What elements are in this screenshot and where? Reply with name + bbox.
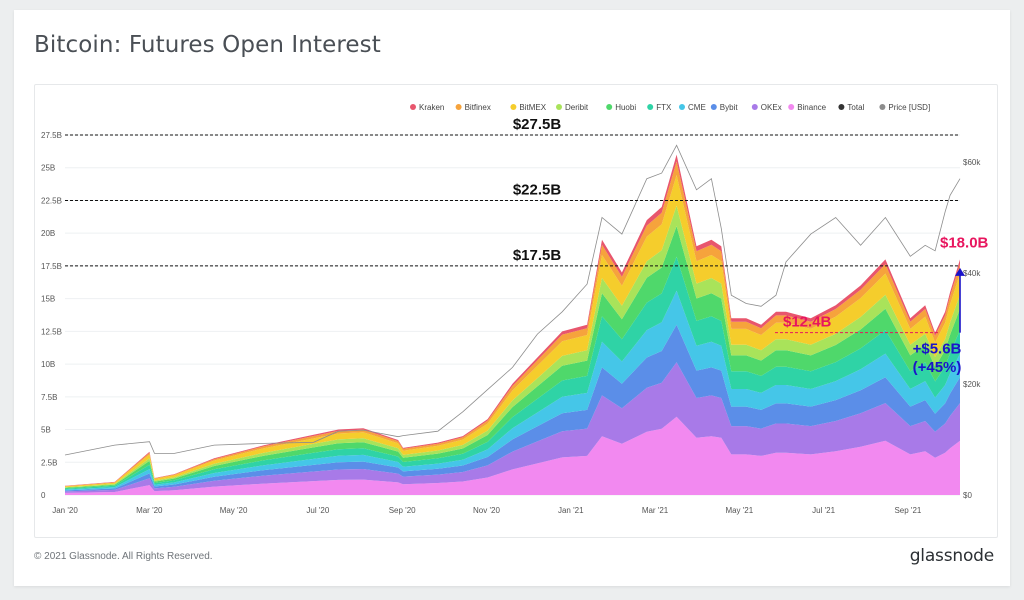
- annotations: $27.5B $22.5B $17.5B $12.4B $18.0B +$5.6B(+45…: [65, 116, 989, 376]
- level-17-5b-label: $17.5B: [513, 247, 562, 264]
- x-tick-label: Sep '21: [894, 506, 921, 515]
- x-tick-label: May '20: [220, 506, 248, 515]
- y-tick-label: 22.5B: [41, 196, 62, 205]
- level-27-5b-label: $27.5B: [513, 116, 562, 133]
- x-tick-label: Sep '20: [389, 506, 416, 515]
- x-tick-label: Jan '20: [52, 506, 78, 515]
- area-bybit: [65, 324, 960, 492]
- y-tick-label: 27.5B: [41, 131, 62, 140]
- axes: 0 2.5B 5B 7.5B 10B 12.5B 15B 17.5B 20B 22.5B 25B 27…: [41, 131, 981, 515]
- area-huobi: [65, 226, 960, 489]
- area-binance: [65, 416, 960, 495]
- legend-marker: [710, 104, 717, 110]
- legend-label: CME: [688, 103, 706, 112]
- y-tick-label: 10B: [41, 360, 55, 369]
- price-tick-label: $40k: [963, 269, 981, 278]
- change-arrow-head: [955, 267, 965, 276]
- chart-card: Bitcoin: Futures Open Interest 0 2.5B 5B 7.…: [14, 10, 1010, 586]
- legend-marker: [556, 104, 562, 110]
- y-tick-label: 7.5B: [41, 393, 57, 402]
- area-ftx: [65, 256, 960, 490]
- legend-marker: [455, 104, 462, 110]
- y-tick-label: 25B: [41, 164, 55, 173]
- x-tick-label: Mar '21: [642, 506, 669, 515]
- y-tick-label: 12.5B: [41, 327, 62, 336]
- legend-marker: [788, 104, 795, 110]
- legend-label: Price [USD]: [888, 103, 930, 112]
- x-tick-label: Mar '20: [136, 506, 163, 515]
- legend-marker: [410, 104, 416, 110]
- price-series-line: [64, 144, 961, 456]
- legend-label: Deribit: [565, 103, 589, 112]
- copyright-text: © 2021 Glassnode. All Rights Reserved.: [34, 551, 213, 562]
- legend-label: Binance: [797, 103, 826, 112]
- high-level-label: $18.0B: [940, 234, 989, 251]
- legend-label: BitMEX: [519, 103, 546, 112]
- legend-marker: [510, 104, 517, 110]
- price-tick-label: $0: [963, 491, 972, 500]
- change-percent-label: (+45%): [913, 359, 962, 376]
- legend-marker: [751, 104, 758, 110]
- legend: Kraken Bitfinex BitMEX Deribit Huobi FTX CME By…: [410, 103, 930, 112]
- open-interest-chart: 0 2.5B 5B 7.5B 10B 12.5B 15B 17.5B 20B 22.5B 25B 27…: [41, 103, 989, 515]
- x-tick-label: Jul '20: [306, 506, 329, 515]
- y-tick-label: 17.5B: [41, 262, 62, 271]
- legend-label: Huobi: [615, 103, 636, 112]
- level-22-5b-label: $22.5B: [513, 181, 562, 198]
- legend-marker: [606, 104, 613, 110]
- legend-label: Bybit: [720, 103, 739, 112]
- price-tick-label: $20k: [963, 380, 981, 389]
- price-tick-label: $60k: [963, 158, 981, 167]
- legend-marker: [647, 104, 654, 110]
- page-title: Bitcoin: Futures Open Interest: [34, 32, 381, 58]
- x-tick-label: May '21: [725, 506, 753, 515]
- area-bitmex: [65, 175, 960, 488]
- legend-label: FTX: [656, 103, 672, 112]
- legend-marker: [838, 104, 845, 110]
- low-level-label: $12.4B: [783, 314, 832, 331]
- y-tick-label: 0: [41, 491, 46, 500]
- change-amount-label: +$5.6B: [913, 341, 962, 358]
- legend-label: Total: [847, 103, 864, 112]
- x-tick-label: Jul '21: [812, 506, 835, 515]
- x-tick-label: Nov '20: [473, 506, 500, 515]
- legend-label: Kraken: [419, 103, 444, 112]
- area-okex: [65, 362, 960, 493]
- chart-frame: 0 2.5B 5B 7.5B 10B 12.5B 15B 17.5B 20B 22.5B 25B 27…: [34, 84, 998, 538]
- legend-label: Bitfinex: [465, 103, 491, 112]
- price-line: [64, 144, 961, 456]
- stacked-areas: [65, 154, 960, 495]
- y-tick-label: 20B: [41, 229, 55, 238]
- y-tick-label: 2.5B: [41, 458, 57, 467]
- glassnode-logo: glassnode: [909, 546, 994, 566]
- y-tick-label: 5B: [41, 426, 51, 435]
- legend-marker: [879, 104, 886, 110]
- area-deribit: [65, 205, 960, 488]
- x-tick-label: Jan '21: [558, 506, 584, 515]
- legend-marker: [679, 104, 685, 110]
- y-tick-label: 15B: [41, 295, 55, 304]
- area-cme: [65, 290, 960, 491]
- legend-label: OKEx: [761, 103, 782, 112]
